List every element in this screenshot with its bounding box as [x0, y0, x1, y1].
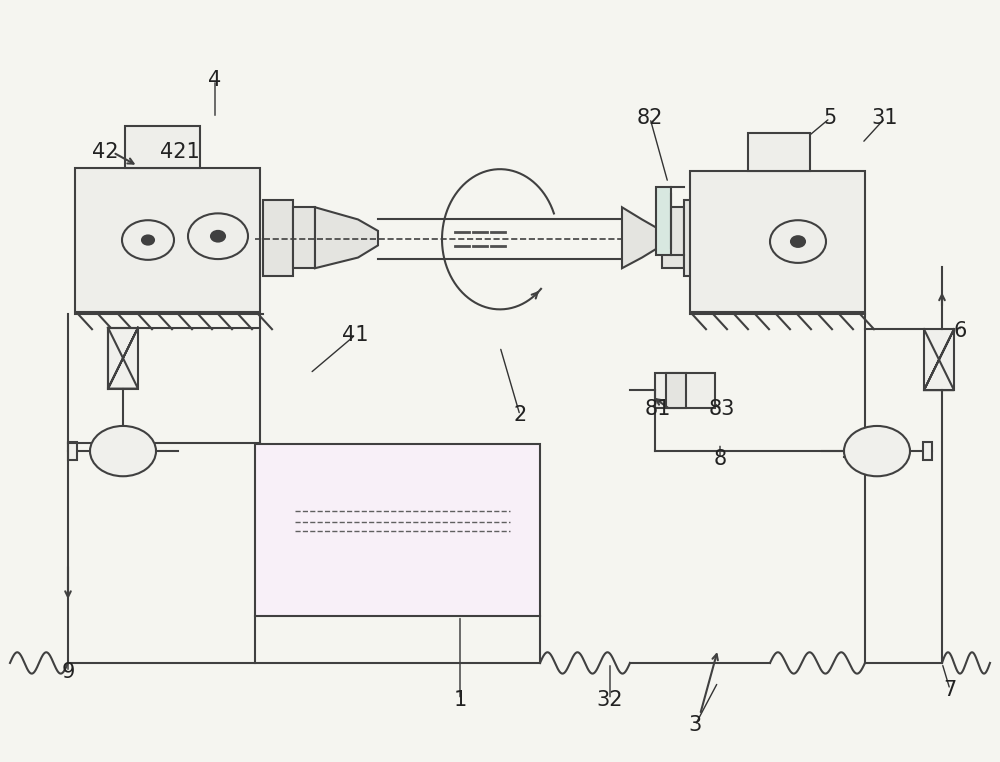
Bar: [748, 133, 810, 171]
Bar: [923, 442, 932, 460]
Bar: [655, 373, 715, 408]
Text: 8: 8: [713, 449, 727, 469]
Bar: [656, 187, 671, 255]
Bar: [690, 171, 865, 312]
Circle shape: [791, 236, 805, 247]
Text: 82: 82: [637, 108, 663, 128]
Bar: [125, 126, 200, 168]
Text: 42: 42: [92, 142, 118, 162]
Text: 5: 5: [823, 108, 837, 128]
Text: 9: 9: [61, 662, 75, 682]
Bar: [666, 373, 686, 408]
Text: 6: 6: [953, 322, 967, 341]
Text: 7: 7: [943, 680, 957, 700]
Bar: [924, 329, 954, 390]
Bar: [255, 444, 540, 616]
Text: 41: 41: [342, 325, 368, 345]
Text: 83: 83: [709, 399, 735, 419]
Bar: [108, 328, 138, 389]
Text: 1: 1: [453, 690, 467, 709]
Bar: [684, 200, 714, 276]
Text: 4: 4: [208, 70, 222, 90]
Text: 31: 31: [872, 108, 898, 128]
Text: 421: 421: [160, 142, 200, 162]
Text: 32: 32: [597, 690, 623, 709]
Text: 3: 3: [688, 716, 702, 735]
Bar: [263, 200, 293, 276]
Circle shape: [844, 426, 910, 476]
Bar: [662, 207, 684, 268]
Polygon shape: [622, 207, 662, 268]
Text: 81: 81: [645, 399, 671, 419]
Polygon shape: [315, 207, 378, 268]
Bar: [293, 207, 315, 268]
Text: 2: 2: [513, 405, 527, 425]
Circle shape: [211, 231, 225, 242]
Circle shape: [142, 235, 154, 245]
Bar: [75, 168, 260, 312]
Circle shape: [90, 426, 156, 476]
Bar: [68, 442, 77, 460]
